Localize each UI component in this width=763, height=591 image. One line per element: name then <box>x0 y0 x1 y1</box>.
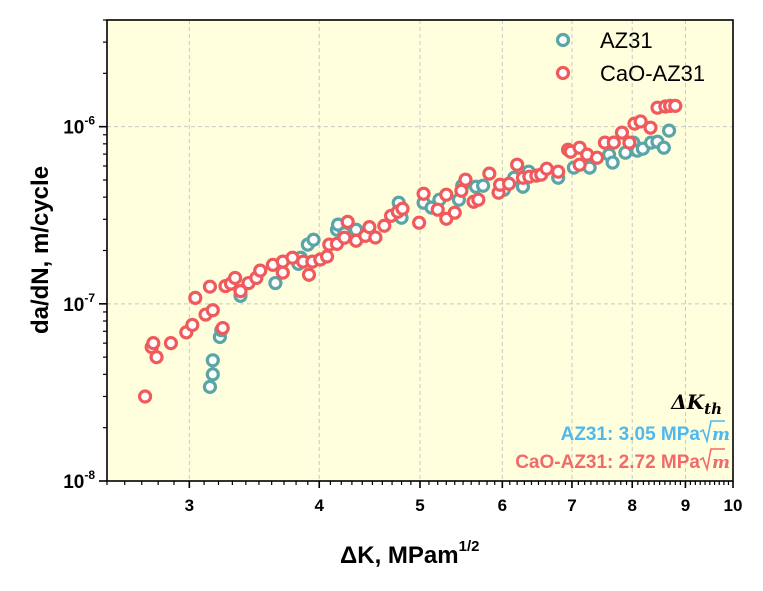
legend-marker-az31 <box>555 32 571 48</box>
legend-label-cao-az31: CaO-AZ31 <box>600 61 705 86</box>
annotation-heading-delta-k: ΔK <box>670 390 706 414</box>
x-tick-label: 7 <box>567 496 576 515</box>
x-tick-label: 3 <box>185 496 194 515</box>
data-point-cao-az31 <box>149 350 164 365</box>
annotation-cao-az31-text: CaO-AZ31: 2.72 MPa <box>515 452 700 473</box>
data-point-cao-az31 <box>668 98 683 113</box>
data-point-cao-az31 <box>411 215 427 230</box>
sqrt-m-cao-az31: m <box>699 448 730 473</box>
x-tick-label: 4 <box>315 496 325 515</box>
data-point-cao-az31 <box>319 249 335 264</box>
data-point-cao-az31 <box>275 265 290 280</box>
annotation-az31-unit: m <box>712 425 730 445</box>
data-point-az31 <box>268 275 283 291</box>
data-point-cao-az31 <box>622 135 637 150</box>
data-point-cao-az31 <box>215 320 230 336</box>
sqrt-m-az31: m <box>699 420 730 445</box>
axes: 3 4 5 6 7 8 9 10 10-8 10-7 10-6 <box>63 19 743 515</box>
data-point-cao-az31 <box>633 114 648 129</box>
data-point-cao-az31 <box>205 303 220 318</box>
legend: AZ31 CaO-AZ31 <box>555 28 705 86</box>
annotation-az31-text: AZ31: 3.05 MPa <box>561 424 701 445</box>
data-point-cao-az31 <box>439 187 454 202</box>
y-axis-title: da/dN, m/cycle <box>27 166 54 334</box>
data-point-cao-az31 <box>572 157 587 172</box>
data-point-cao-az31 <box>185 317 200 333</box>
data-point-cao-az31 <box>510 157 525 172</box>
data-point-cao-az31 <box>301 267 317 282</box>
data-point-cao-az31 <box>368 230 383 245</box>
data-points <box>137 98 683 404</box>
annotation-heading: ΔKth <box>670 390 722 418</box>
data-point-az31 <box>656 140 671 155</box>
data-point-cao-az31 <box>539 161 554 176</box>
annotation-heading-sub: th <box>704 400 722 418</box>
data-point-cao-az31 <box>458 172 473 187</box>
y-tick-label: 10-7 <box>63 291 95 316</box>
x-tick-label: 9 <box>681 496 690 515</box>
data-point-az31 <box>661 123 677 138</box>
x-axis-title-sup: 1/2 <box>459 538 480 555</box>
annotation-cao-az31-unit: m <box>712 453 730 473</box>
data-point-cao-az31 <box>233 283 248 299</box>
y-tick-label: 10-8 <box>63 468 95 493</box>
data-point-cao-az31 <box>471 192 486 207</box>
data-point-cao-az31 <box>606 135 621 150</box>
data-point-az31 <box>476 178 491 193</box>
data-point-cao-az31 <box>377 218 392 233</box>
data-point-cao-az31 <box>227 270 243 286</box>
data-point-cao-az31 <box>188 290 203 306</box>
data-point-cao-az31 <box>551 164 566 179</box>
data-point-az31 <box>205 353 220 368</box>
x-tick-label: 10 <box>724 496 743 515</box>
data-point-cao-az31 <box>482 166 497 181</box>
x-axis-title-main: ΔK, MPam <box>340 542 459 569</box>
data-point-az31 <box>205 367 220 382</box>
threshold-annotation: ΔKth AZ31: 3.05 MPa m CaO-AZ31: 2.72 MPa… <box>515 390 730 473</box>
x-tick-label: 6 <box>498 496 507 515</box>
data-point-cao-az31 <box>430 202 445 217</box>
data-point-cao-az31 <box>416 186 431 201</box>
data-point-cao-az31 <box>163 336 178 351</box>
data-point-cao-az31 <box>643 120 658 135</box>
data-point-cao-az31 <box>614 125 630 140</box>
legend-marker-cao-az31 <box>555 65 571 81</box>
data-point-cao-az31 <box>337 230 352 245</box>
data-point-cao-az31 <box>253 263 268 278</box>
data-point-az31 <box>202 379 218 394</box>
data-point-cao-az31 <box>501 176 517 191</box>
data-point-cao-az31 <box>202 279 218 294</box>
legend-label-az31: AZ31 <box>600 28 653 53</box>
sqrt-sign-icon <box>699 420 725 444</box>
data-point-cao-az31 <box>454 183 469 198</box>
data-point-cao-az31 <box>340 214 355 230</box>
y-tick-label: 10-6 <box>63 114 95 139</box>
x-axis-title: ΔK, MPam1/2 <box>340 538 479 569</box>
plot-background <box>107 20 733 481</box>
data-point-az31 <box>306 232 321 247</box>
x-tick-label: 8 <box>628 496 637 515</box>
data-point-cao-az31 <box>589 150 605 165</box>
data-point-cao-az31 <box>362 220 377 235</box>
data-point-cao-az31 <box>137 389 153 404</box>
sqrt-sign-icon <box>699 448 725 472</box>
data-point-cao-az31 <box>395 201 410 216</box>
data-point-az31 <box>605 155 620 170</box>
data-point-cao-az31 <box>146 336 161 351</box>
x-tick-label: 5 <box>415 496 424 515</box>
data-point-cao-az31 <box>447 205 462 220</box>
